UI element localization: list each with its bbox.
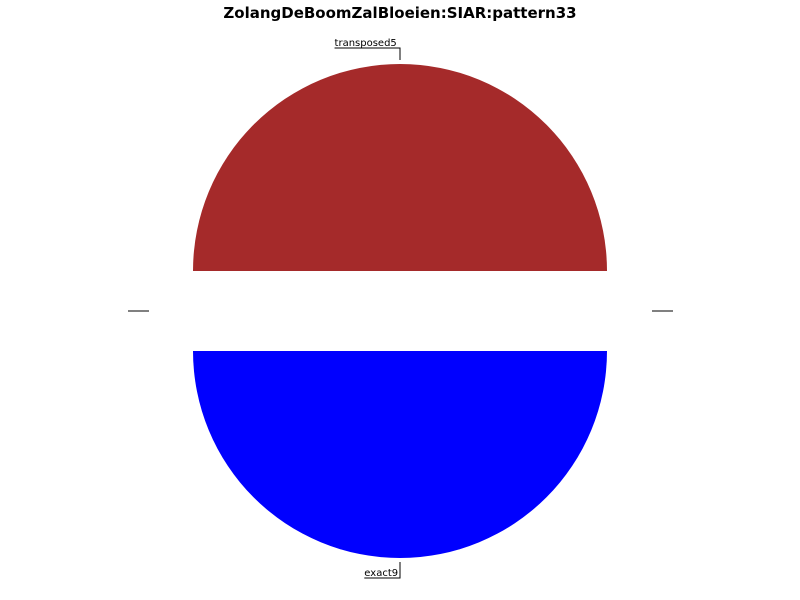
- leader-line-exact9: [364, 562, 401, 579]
- pie-slices: [193, 64, 607, 558]
- chart-title: ZolangDeBoomZalBloeien:SIAR:pattern33: [223, 4, 577, 22]
- pie-slice-transposed5: [193, 64, 607, 271]
- leader-line-transposed5: [334, 47, 401, 60]
- slice-label-exact9: exact9: [364, 568, 398, 579]
- pie-slice-exact9: [193, 351, 607, 558]
- slice-label-transposed5: transposed5: [335, 38, 397, 49]
- pie-labels: transposed5 exact9: [334, 38, 401, 579]
